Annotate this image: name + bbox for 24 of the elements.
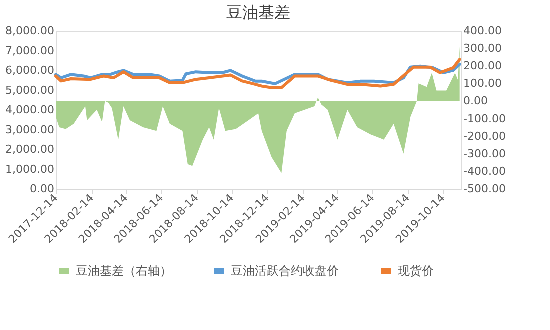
y2-tick-label: -500.00 <box>464 182 506 196</box>
y2-tick-label: 200.00 <box>464 60 502 73</box>
y-tick-label: 6,000.00 <box>6 64 54 77</box>
y-tick-label: 4,000.00 <box>6 104 54 116</box>
y2-tick-label: 0.00 <box>464 94 488 108</box>
y2-tick-label: 400.00 <box>464 24 502 38</box>
y2-tick-label: -200.00 <box>464 130 506 143</box>
legend-label: 豆油活跃合约收盘价 <box>231 264 339 278</box>
y2-tick-label: -300.00 <box>464 147 506 160</box>
y-tick-label: 5,000.00 <box>6 84 54 97</box>
line-series <box>54 58 462 90</box>
y2-tick-label: -100.00 <box>464 112 506 126</box>
y2-tick-label: -400.00 <box>464 164 506 178</box>
y-tick-label: 0.00 <box>30 182 54 196</box>
y-tick-label: 1,000.00 <box>6 162 54 176</box>
y-tick-label: 2,000.00 <box>6 143 54 156</box>
chart-title: 豆油基差 <box>226 3 290 22</box>
legend-label: 豆油基差（右轴） <box>76 264 172 278</box>
y-tick-label: 7,000.00 <box>6 44 54 58</box>
y2-tick-label: 100.00 <box>464 77 502 90</box>
y2-tick-label: 300.00 <box>464 42 502 56</box>
y-tick-label: 8,000.00 <box>6 24 54 38</box>
y-tick-label: 3,000.00 <box>6 123 54 136</box>
legend-label: 现货价 <box>398 264 434 278</box>
